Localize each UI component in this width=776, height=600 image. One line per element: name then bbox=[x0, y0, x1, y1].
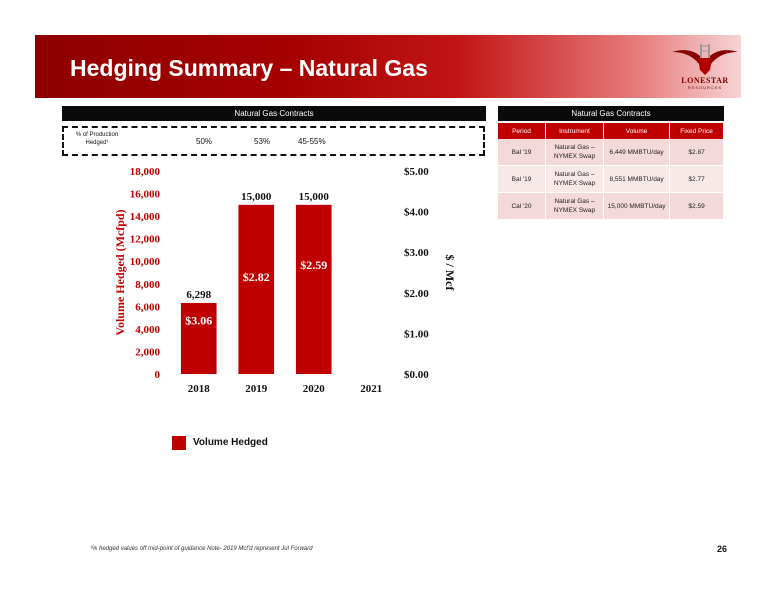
bar-2020 bbox=[295, 204, 332, 374]
production-hedged-box: % of Production Hedged¹ 50% 53% 45-55% bbox=[62, 126, 485, 156]
page-title: Hedging Summary – Natural Gas bbox=[70, 55, 428, 81]
bar-price-label: $2.59 bbox=[300, 258, 327, 272]
table-row: Cal '20 Natural Gas – NYMEX Swap 15,000 … bbox=[498, 192, 724, 220]
cell-period: Cal '20 bbox=[498, 192, 546, 220]
bar-value-label: 15,000 bbox=[241, 191, 272, 203]
contracts-table: Period Instrument Volume Fixed Price Bal… bbox=[498, 123, 724, 220]
cell-instrument: Natural Gas – NYMEX Swap bbox=[545, 192, 605, 220]
y-tick-label: 8,000 bbox=[135, 279, 160, 291]
legend-label: Volume Hedged bbox=[193, 437, 268, 448]
table-header: Natural Gas Contracts bbox=[498, 106, 724, 121]
col-period: Period bbox=[498, 123, 546, 139]
cell-period: Bal '19 bbox=[498, 165, 546, 193]
col-fixed-price: Fixed Price bbox=[669, 123, 724, 139]
y-tick-label: 2,000 bbox=[135, 346, 160, 358]
y2-tick-label: $3.00 bbox=[404, 247, 429, 259]
bar-value-label: 15,000 bbox=[299, 191, 330, 203]
bar-price-label: $3.06 bbox=[185, 313, 212, 327]
table-header-row: Period Instrument Volume Fixed Price bbox=[498, 123, 724, 139]
pct-hedged-2019: 53% bbox=[254, 137, 271, 146]
y-tick-label: 6,000 bbox=[135, 301, 160, 313]
cell-volume: 15,000 MMBTU/day bbox=[603, 192, 671, 220]
table-row: Bal '19 Natural Gas – NYMEX Swap 8,551 M… bbox=[498, 165, 724, 193]
y2-tick-label: $0.00 bbox=[404, 369, 429, 381]
footnote: ¹% hedged values off mid-point of guidan… bbox=[90, 546, 313, 552]
y-tick-label: 14,000 bbox=[130, 211, 161, 223]
bar-value-label: 6,298 bbox=[186, 289, 211, 301]
y2-axis-title: $ / Mcf bbox=[443, 255, 457, 292]
y2-tick-label: $5.00 bbox=[404, 166, 429, 178]
y2-tick-label: $2.00 bbox=[404, 288, 429, 300]
cell-price: $2.87 bbox=[669, 139, 724, 166]
title-banner: Hedging Summary – Natural Gas bbox=[35, 35, 741, 98]
cell-instrument: Natural Gas – NYMEX Swap bbox=[545, 139, 605, 166]
cell-volume: 8,551 MMBTU/day bbox=[603, 165, 671, 193]
bar-2018 bbox=[180, 302, 217, 374]
bar-2019 bbox=[238, 204, 275, 374]
y-tick-label: 4,000 bbox=[135, 324, 160, 336]
cell-period: Bal '19 bbox=[498, 139, 546, 166]
y-tick-label: 18,000 bbox=[130, 166, 161, 178]
x-tick-label: 2021 bbox=[360, 383, 382, 395]
x-tick-label: 2018 bbox=[188, 383, 211, 395]
cell-instrument: Natural Gas – NYMEX Swap bbox=[545, 165, 605, 193]
pct-hedged-2018: 50% bbox=[196, 137, 213, 146]
y2-tick-label: $4.00 bbox=[404, 207, 429, 219]
left-panel-header: Natural Gas Contracts bbox=[62, 106, 486, 121]
col-instrument: Instrument bbox=[545, 123, 605, 139]
legend-swatch bbox=[172, 436, 186, 450]
col-volume: Volume bbox=[603, 123, 671, 139]
cell-price: $2.59 bbox=[669, 192, 724, 220]
company-logo: LONESTAR RESOURCES bbox=[670, 42, 740, 94]
longhorn-icon bbox=[672, 44, 738, 75]
y-axis-title: Volume Hedged (Mcfpd) bbox=[113, 209, 127, 335]
y-tick-label: 10,000 bbox=[130, 256, 161, 268]
x-tick-label: 2020 bbox=[303, 383, 326, 395]
pct-hedged-label: % of Production Hedged¹ bbox=[75, 132, 119, 146]
logo-name: LONESTAR bbox=[681, 76, 729, 85]
cell-volume: 6,449 MMBTU/day bbox=[603, 139, 671, 166]
volume-hedged-chart: 0 2,000 4,000 6,000 8,000 10,000 12,000 14,000 1… bbox=[113, 166, 457, 395]
y-tick-label: 12,000 bbox=[130, 234, 161, 246]
y-tick-label: 0 bbox=[155, 369, 161, 381]
y2-tick-label: $1.00 bbox=[404, 328, 429, 340]
pct-hedged-2020: 45-55% bbox=[298, 137, 326, 146]
cell-price: $2.77 bbox=[669, 165, 724, 193]
y-tick-label: 16,000 bbox=[130, 189, 161, 201]
x-tick-label: 2019 bbox=[245, 383, 268, 395]
bar-price-label: $2.82 bbox=[243, 270, 270, 284]
table-row: Bal '19 Natural Gas – NYMEX Swap 6,449 M… bbox=[498, 139, 724, 166]
page-number: 26 bbox=[717, 544, 728, 554]
logo-subtitle: RESOURCES bbox=[687, 85, 723, 90]
